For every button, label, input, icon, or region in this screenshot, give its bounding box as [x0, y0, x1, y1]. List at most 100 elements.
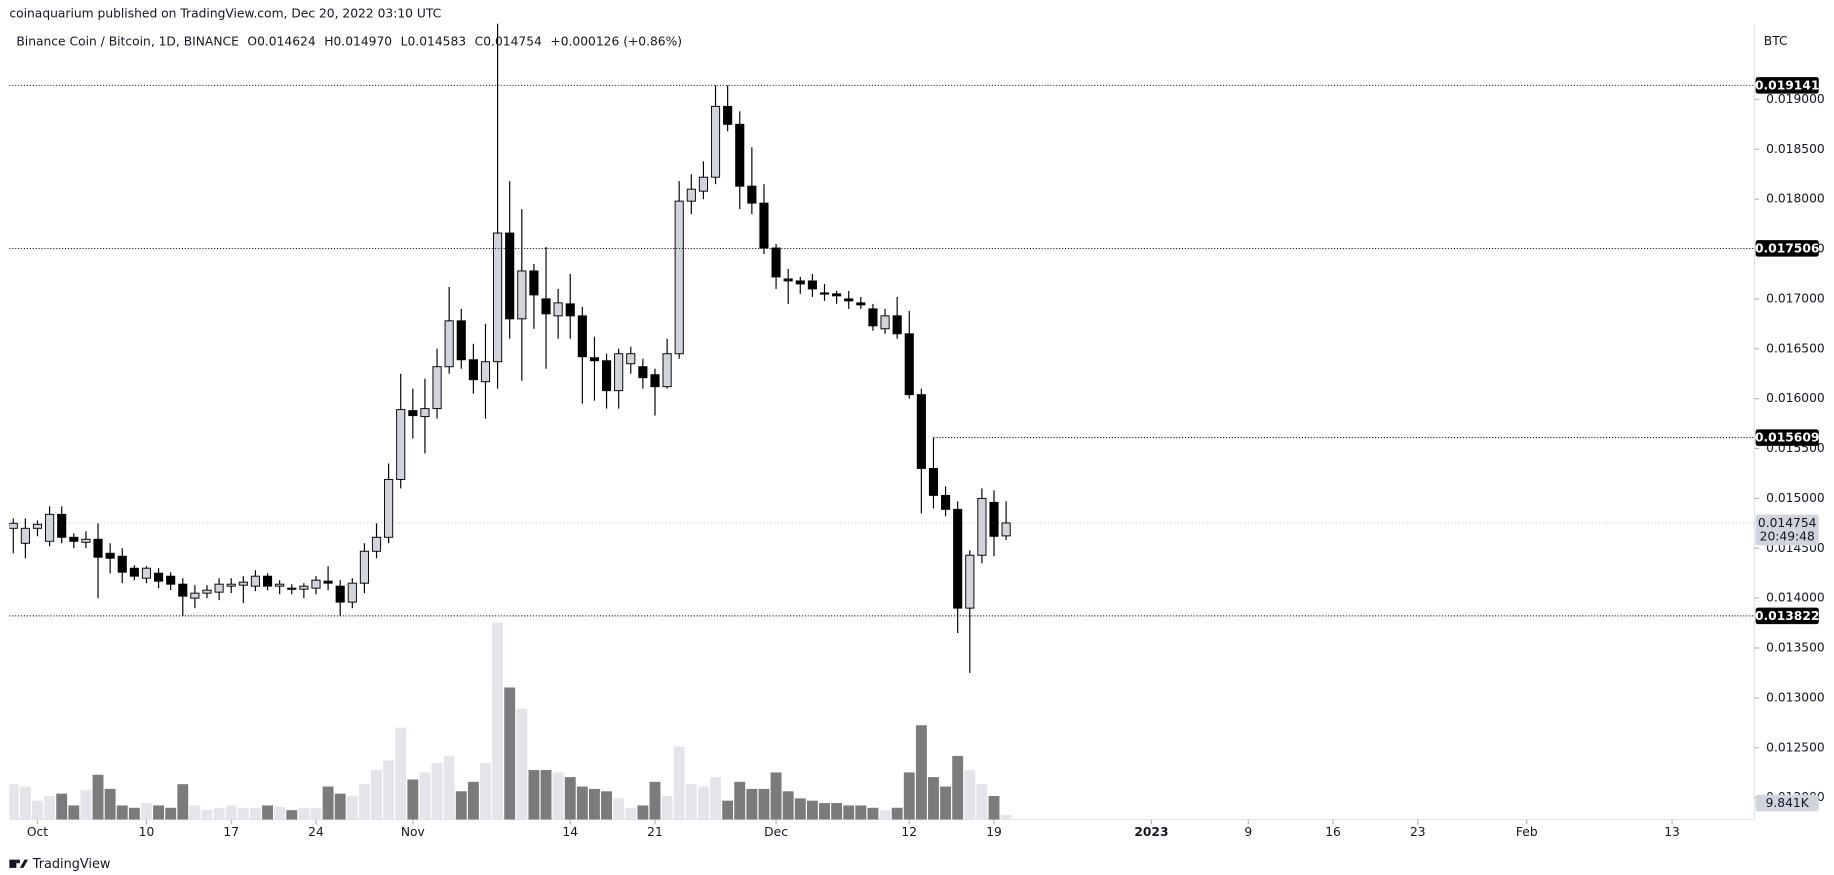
volume-bar: [480, 762, 491, 820]
candle-body: [384, 478, 394, 538]
volume-bar: [976, 784, 988, 820]
volume-bar: [589, 788, 600, 820]
candle-body: [57, 513, 67, 538]
candle-body: [226, 583, 236, 587]
volume-bar: [104, 788, 116, 820]
candle-body: [81, 538, 91, 543]
currency: BTC: [1764, 34, 1788, 48]
candle-body: [129, 567, 139, 577]
candle-body: [674, 200, 684, 355]
volume-bar: [19, 786, 31, 820]
candle-body: [190, 592, 200, 599]
y-tick-label: 0.012500: [1766, 740, 1825, 754]
volume-bar: [746, 788, 758, 820]
y-tick-label: 0.018000: [1766, 192, 1825, 206]
volume-bar: [237, 807, 249, 820]
candle-body: [553, 302, 563, 317]
level-label: 0.015609: [1755, 431, 1819, 445]
volume-bar: [794, 798, 806, 820]
candle-body: [480, 361, 491, 383]
candle-body: [154, 572, 164, 582]
volume-bar: [613, 798, 625, 820]
volume-bar: [710, 777, 721, 820]
candle-body: [323, 580, 333, 584]
x-tick-label: 2023: [1134, 825, 1168, 839]
volume-bar: [891, 807, 903, 820]
header: coinaquarium published on TradingView.co…: [9, 7, 441, 21]
candle-body: [311, 579, 321, 589]
candle-body: [832, 293, 842, 297]
y-tick-label: 0.016000: [1766, 391, 1825, 405]
candle-body: [287, 587, 297, 590]
last-price-label: 0.014754: [1758, 516, 1817, 530]
candle-body: [541, 298, 551, 315]
x-tick-label: 24: [308, 825, 324, 839]
countdown: 20:49:48: [1760, 530, 1815, 544]
y-tick-label: 0.014000: [1766, 591, 1825, 605]
candle-body: [1001, 522, 1011, 537]
candle-body: [892, 315, 902, 335]
candle-body: [650, 374, 660, 388]
x-tick-label: 10: [139, 825, 155, 839]
volume-bar: [9, 784, 19, 820]
x-tick-label: 13: [1664, 825, 1680, 839]
volume-bar: [443, 755, 455, 820]
volume-bar: [371, 770, 382, 820]
candle-body: [432, 366, 442, 410]
level-label: 0.017506: [1755, 241, 1819, 255]
volume-bar: [274, 806, 286, 820]
volume-bar: [358, 784, 370, 820]
candle-body: [45, 513, 55, 542]
volume-bar: [964, 770, 976, 820]
candle-body: [444, 320, 454, 368]
volume-bar: [516, 708, 528, 820]
legend-item: C0.014754: [475, 34, 542, 48]
volume-bar: [552, 772, 564, 820]
candle-body: [723, 105, 733, 125]
candle-body: [517, 270, 527, 320]
candle-body: [565, 303, 575, 317]
volume-bar: [540, 770, 552, 820]
candle-body: [868, 308, 878, 327]
candle-body: [505, 232, 515, 320]
candle-body: [941, 494, 951, 510]
candle-body: [589, 357, 600, 362]
candle-body: [299, 585, 309, 590]
candle-body: [904, 333, 914, 396]
candle-body: [347, 582, 357, 603]
candle-body: [335, 585, 345, 603]
candle-body: [214, 583, 224, 593]
volume-bar: [492, 622, 504, 820]
volume-bar: [310, 807, 322, 820]
x-tick-label: Oct: [27, 825, 48, 839]
candle-body: [141, 567, 152, 579]
volume-bar: [346, 795, 358, 820]
volume-bar: [431, 762, 443, 820]
level-label-box: [1755, 77, 1819, 94]
volume-bar: [262, 805, 273, 820]
level-label: 0.013822: [1755, 609, 1819, 623]
x-tick-label: 19: [986, 825, 1002, 839]
volume-bar: [649, 781, 661, 820]
x-tick-label: Feb: [1516, 825, 1538, 839]
volume-bar: [153, 805, 165, 820]
candle-body: [577, 315, 587, 358]
y-tick-label: 0.013500: [1766, 640, 1825, 654]
candle-body: [795, 280, 805, 285]
candle-body: [759, 202, 769, 249]
candle-body: [529, 270, 539, 296]
brand-logo: [9, 859, 29, 868]
y-tick-label: 0.013000: [1766, 690, 1825, 704]
legend-title: Binance Coin / Bitcoin, 1D, BINANCE: [16, 34, 238, 48]
volume-bar: [467, 781, 479, 820]
volume-bar: [722, 800, 734, 820]
volume-bar: [128, 807, 140, 820]
candle-body: [468, 359, 478, 381]
volume-bar: [383, 760, 395, 820]
volume-bar: [32, 800, 43, 820]
volume-bar: [395, 727, 407, 820]
candle-body: [20, 527, 30, 544]
candle-body: [262, 575, 273, 587]
